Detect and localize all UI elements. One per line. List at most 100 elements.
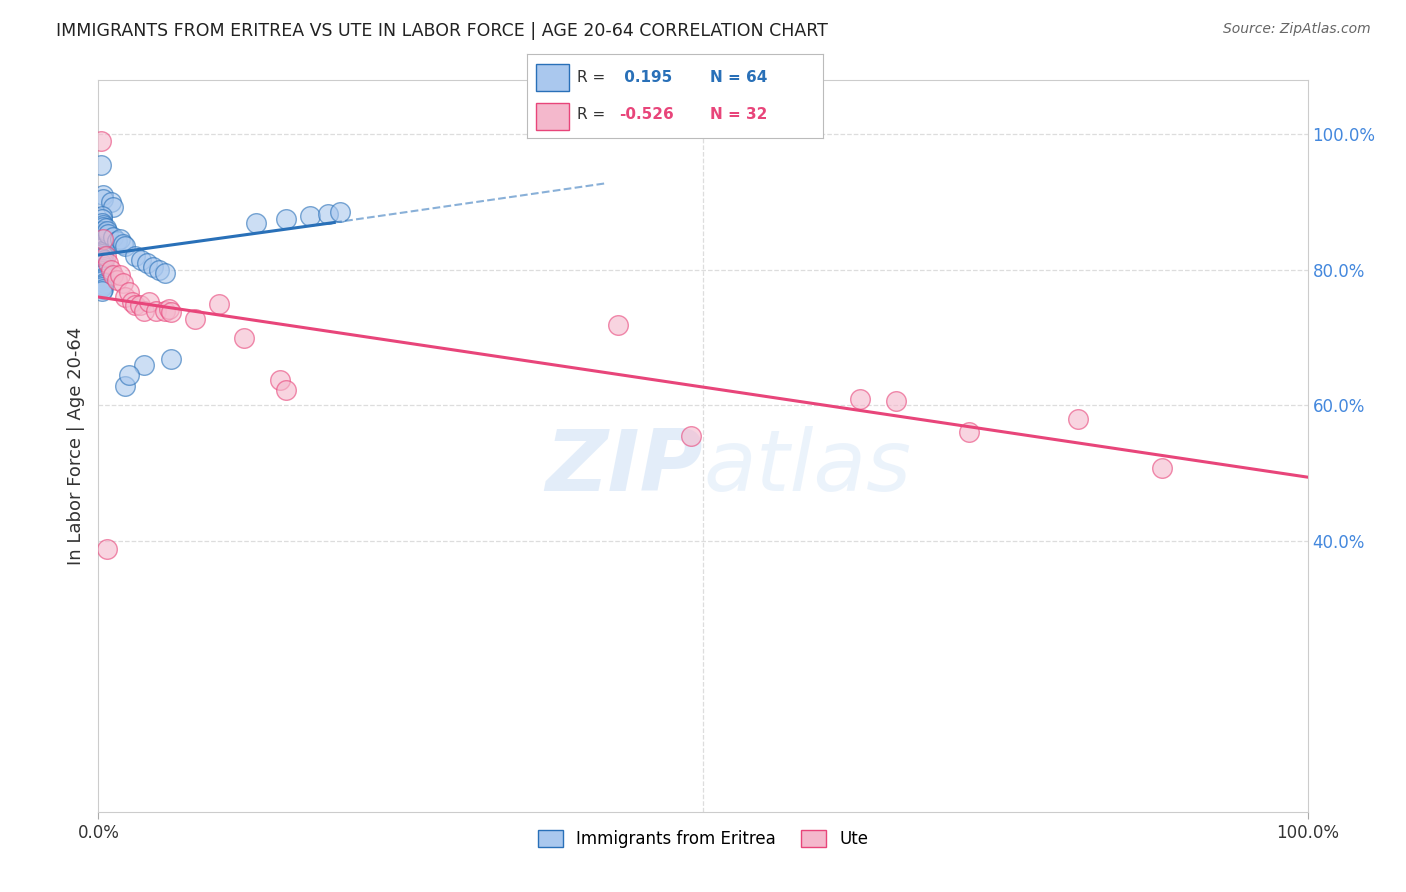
Point xyxy=(105,273,128,287)
Point xyxy=(134,358,156,372)
Point xyxy=(121,294,143,309)
Point xyxy=(91,284,114,298)
Y-axis label: In Labor Force | Age 20-64: In Labor Force | Age 20-64 xyxy=(66,326,84,566)
Point xyxy=(208,297,231,311)
Point xyxy=(138,294,160,309)
Point xyxy=(108,268,131,282)
Point xyxy=(94,249,117,263)
Text: N = 64: N = 64 xyxy=(710,70,768,85)
Point xyxy=(100,195,122,210)
Point xyxy=(100,263,122,277)
Point xyxy=(299,209,322,223)
Point xyxy=(93,244,115,258)
Point xyxy=(91,247,114,261)
Text: Source: ZipAtlas.com: Source: ZipAtlas.com xyxy=(1223,22,1371,37)
Point xyxy=(135,256,157,270)
Point xyxy=(245,215,267,229)
Point xyxy=(101,268,124,282)
Point xyxy=(90,134,112,148)
Point xyxy=(91,188,114,202)
Point xyxy=(91,220,114,235)
Point xyxy=(114,239,136,253)
Point xyxy=(886,393,908,408)
Point xyxy=(91,245,114,260)
Point xyxy=(90,158,112,172)
Point xyxy=(91,241,114,255)
Point xyxy=(101,230,124,244)
Text: R =: R = xyxy=(578,70,606,85)
Point xyxy=(91,209,114,223)
Point xyxy=(91,271,114,285)
Point xyxy=(91,258,114,272)
Point xyxy=(232,331,254,345)
Point xyxy=(114,290,136,304)
Text: atlas: atlas xyxy=(703,426,911,509)
Text: -0.526: -0.526 xyxy=(619,107,673,122)
Point xyxy=(153,303,176,318)
Point xyxy=(91,277,114,292)
Point xyxy=(134,303,156,318)
Text: ZIP: ZIP xyxy=(546,426,703,509)
Point xyxy=(142,260,165,274)
Point xyxy=(93,253,115,268)
Point xyxy=(91,237,114,252)
Point xyxy=(148,263,170,277)
Bar xyxy=(536,63,568,91)
Text: N = 32: N = 32 xyxy=(710,107,768,122)
Point xyxy=(97,256,120,270)
Point xyxy=(91,230,114,244)
Point xyxy=(91,266,114,280)
Point xyxy=(93,227,115,241)
Point xyxy=(274,212,297,227)
Point xyxy=(145,303,167,318)
Point xyxy=(93,276,115,290)
Point xyxy=(93,260,115,274)
Point xyxy=(91,274,114,288)
Point xyxy=(91,235,114,249)
Text: 0.195: 0.195 xyxy=(619,70,672,85)
Point xyxy=(91,232,114,246)
Point xyxy=(91,255,114,269)
Point xyxy=(957,425,980,440)
Point xyxy=(96,224,118,238)
Point xyxy=(124,298,146,312)
Point xyxy=(316,207,339,221)
Point xyxy=(274,384,297,398)
Point xyxy=(91,282,114,296)
Point xyxy=(91,224,114,238)
Point xyxy=(91,268,114,282)
Point xyxy=(93,269,115,284)
Point xyxy=(157,302,180,317)
Point xyxy=(118,368,141,382)
Point xyxy=(114,379,136,393)
Point xyxy=(91,228,114,243)
Point xyxy=(153,266,176,280)
Point xyxy=(1152,460,1174,475)
Point xyxy=(91,280,114,294)
Text: R =: R = xyxy=(578,107,606,122)
Point xyxy=(184,311,207,326)
Point xyxy=(91,252,114,266)
Point xyxy=(94,221,117,235)
Point xyxy=(679,429,702,443)
Point xyxy=(160,305,183,319)
Bar xyxy=(536,103,568,130)
Point xyxy=(91,215,114,229)
Point xyxy=(160,352,183,367)
Point xyxy=(96,541,118,556)
Point xyxy=(118,285,141,299)
Point xyxy=(91,212,114,227)
Point xyxy=(329,205,352,219)
Text: IMMIGRANTS FROM ERITREA VS UTE IN LABOR FORCE | AGE 20-64 CORRELATION CHART: IMMIGRANTS FROM ERITREA VS UTE IN LABOR … xyxy=(56,22,828,40)
Point xyxy=(91,239,114,253)
Point xyxy=(105,234,128,248)
Point xyxy=(111,277,134,291)
Point xyxy=(128,298,150,312)
Point xyxy=(124,249,146,263)
Point xyxy=(1067,412,1090,426)
Point xyxy=(91,263,114,277)
Point xyxy=(269,373,291,387)
Point xyxy=(93,233,115,247)
Point xyxy=(91,249,114,263)
Point xyxy=(111,237,134,252)
